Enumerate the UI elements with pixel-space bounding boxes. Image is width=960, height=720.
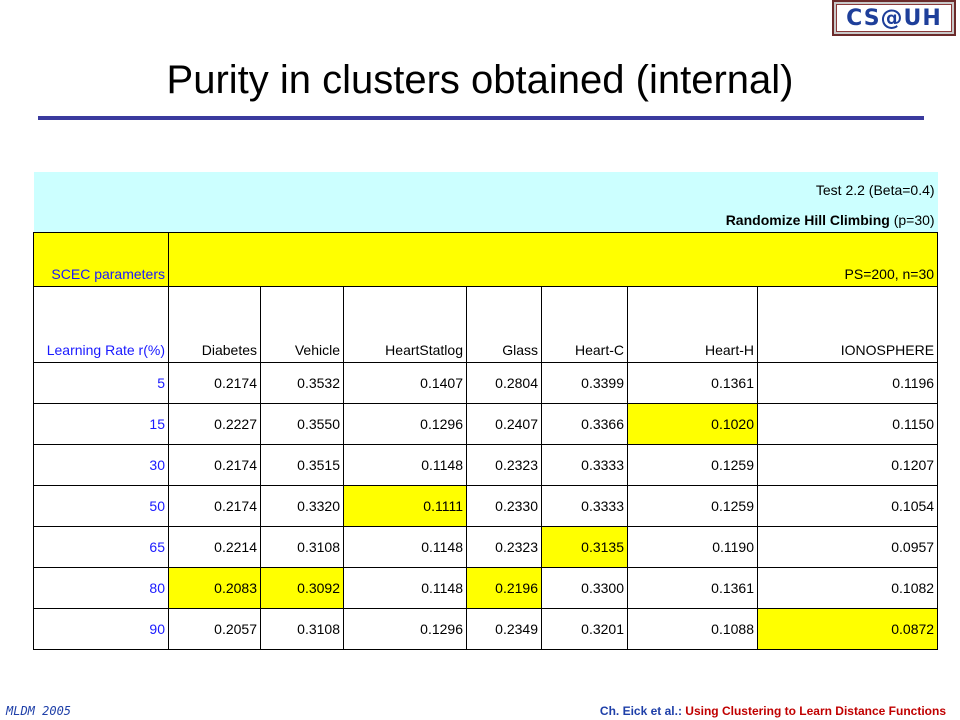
column-header-row: Learning Rate r(%) Diabetes Vehicle HeartSt… [33, 285, 939, 363]
column-header-dataset: IONOSPHERE [756, 285, 939, 363]
rate-cell: 15 [33, 402, 169, 445]
purity-cell: 0.1148 [343, 443, 467, 486]
table-row: 30 0.2174 0.3515 0.1148 0.2323 0.3333 0.1259 0.… [33, 443, 939, 486]
table-row: 15 0.2227 0.3550 0.1296 0.2407 0.3366 0.1020 0.… [33, 402, 939, 445]
column-header-dataset: Heart-C [541, 285, 628, 363]
test-label: Test 2.2 (Beta=0.4) [33, 172, 938, 202]
purity-cell: 0.2407 [466, 402, 542, 445]
purity-cell: 0.1148 [343, 566, 467, 609]
purity-cell: 0.1196 [756, 361, 939, 404]
purity-cell: 0.2349 [466, 607, 542, 650]
logo-text: CS@UH [836, 4, 952, 32]
purity-cell: 0.3366 [541, 402, 628, 445]
rate-cell: 80 [33, 566, 169, 609]
purity-cell: 0.1190 [627, 525, 758, 568]
purity-cell: 0.3333 [541, 443, 628, 486]
purity-cell: 0.2330 [466, 484, 542, 527]
rate-cell: 90 [33, 607, 169, 650]
header-row-method: Randomize Hill Climbing (p=30) [33, 202, 938, 232]
method-name: Randomize Hill Climbing [725, 211, 890, 228]
footer-citation: Ch. Eick et al.: Using Clustering to Lea… [600, 704, 946, 718]
column-header-rate: Learning Rate r(%) [33, 285, 169, 363]
scec-value: PS=200, n=30 [167, 231, 939, 287]
purity-cell: 0.1054 [756, 484, 939, 527]
purity-cell: 0.2174 [168, 484, 261, 527]
table-row: 80 0.2083 0.3092 0.1148 0.2196 0.3300 0.1361 0.… [33, 566, 939, 609]
purity-cell: 0.1082 [756, 566, 939, 609]
rate-cell: 5 [33, 361, 169, 404]
purity-cell: 0.3108 [260, 525, 344, 568]
purity-cell: 0.2214 [168, 525, 261, 568]
purity-cell: 0.1361 [627, 566, 758, 609]
purity-cell: 0.2323 [466, 525, 542, 568]
purity-cell: 0.3399 [541, 361, 628, 404]
column-header-dataset: Vehicle [260, 285, 344, 363]
footer-conference: MLDM 2005 [6, 704, 72, 718]
footer-separator: : [677, 704, 686, 718]
purity-cell: 0.1088 [627, 607, 758, 650]
purity-cell: 0.1148 [343, 525, 467, 568]
footer-topic: Using Clustering to Learn Distance Funct… [685, 704, 946, 718]
method-label: Randomize Hill Climbing (p=30) [33, 202, 938, 232]
purity-cell: 0.1407 [343, 361, 467, 404]
purity-cell: 0.3550 [260, 402, 344, 445]
purity-cell: 0.1259 [627, 484, 758, 527]
purity-cell: 0.3333 [541, 484, 628, 527]
purity-cell: 0.1111 [343, 484, 467, 527]
purity-cell: 0.1296 [343, 402, 467, 445]
purity-cell: 0.1296 [343, 607, 467, 650]
purity-cell: 0.3135 [541, 525, 628, 568]
purity-cell: 0.3532 [260, 361, 344, 404]
purity-cell: 0.2174 [168, 443, 261, 486]
table-row: 90 0.2057 0.3108 0.1296 0.2349 0.3201 0.1088 0.… [33, 607, 939, 650]
purity-cell: 0.3092 [260, 566, 344, 609]
purity-cell: 0.1207 [756, 443, 939, 486]
purity-cell: 0.2196 [466, 566, 542, 609]
purity-cell: 0.0872 [756, 607, 939, 650]
purity-cell: 0.2227 [168, 402, 261, 445]
rate-cell: 50 [33, 484, 169, 527]
purity-cell: 0.3300 [541, 566, 628, 609]
scec-label: SCEC parameters [33, 231, 169, 287]
slide-title: Purity in clusters obtained (internal) [166, 58, 794, 102]
purity-cell: 0.3201 [541, 607, 628, 650]
purity-cell: 0.2804 [466, 361, 542, 404]
rate-cell: 30 [33, 443, 169, 486]
table-row: 65 0.2214 0.3108 0.1148 0.2323 0.3135 0.1190 0.… [33, 525, 939, 568]
cs-uh-logo: CS@UH [832, 0, 956, 36]
purity-cell: 0.1259 [627, 443, 758, 486]
scec-row: SCEC parameters PS=200, n=30 [33, 231, 939, 287]
column-header-dataset: Heart-H [627, 285, 758, 363]
column-header-dataset: Glass [466, 285, 542, 363]
header-row-test: Test 2.2 (Beta=0.4) [33, 172, 938, 202]
purity-cell: 0.1020 [627, 402, 758, 445]
purity-cell: 0.3320 [260, 484, 344, 527]
purity-cell: 0.2174 [168, 361, 261, 404]
column-header-dataset: HeartStatlog [343, 285, 467, 363]
purity-table: Test 2.2 (Beta=0.4) Randomize Hill Climb… [33, 172, 939, 650]
title-underline [38, 116, 924, 120]
column-header-dataset: Diabetes [168, 285, 261, 363]
table-row: 5 0.2174 0.3532 0.1407 0.2804 0.3399 0.1361 0.1… [33, 361, 939, 404]
purity-cell: 0.2083 [168, 566, 261, 609]
purity-cell: 0.2057 [168, 607, 261, 650]
method-param: (p=30) [889, 211, 935, 228]
footer-author: Ch. Eick et al. [599, 704, 678, 718]
rate-cell: 65 [33, 525, 169, 568]
purity-cell: 0.0957 [756, 525, 939, 568]
purity-cell: 0.1150 [756, 402, 939, 445]
purity-cell: 0.1361 [627, 361, 758, 404]
purity-cell: 0.3108 [260, 607, 344, 650]
purity-cell: 0.2323 [466, 443, 542, 486]
table-row: 50 0.2174 0.3320 0.1111 0.2330 0.3333 0.1259 0.… [33, 484, 939, 527]
purity-cell: 0.3515 [260, 443, 344, 486]
